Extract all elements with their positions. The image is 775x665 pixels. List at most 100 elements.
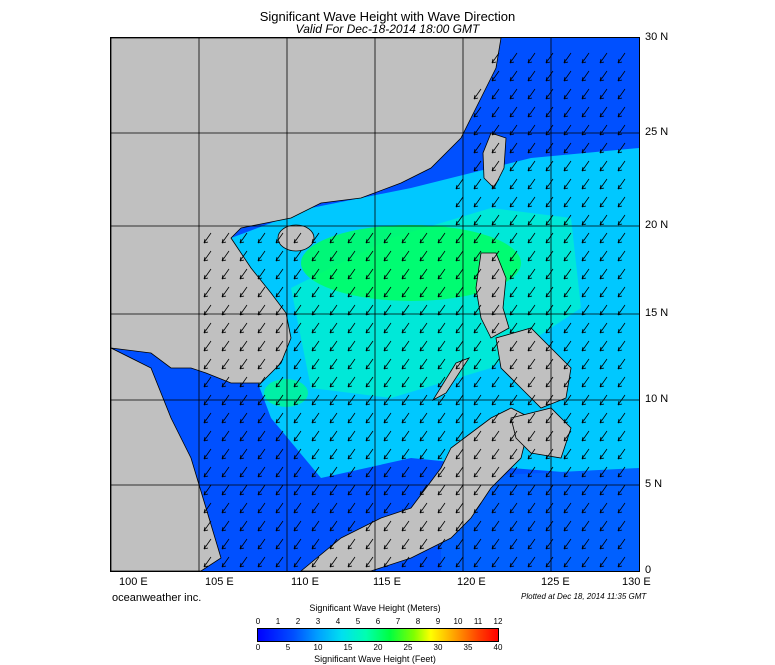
wave-arrow [419,340,428,352]
wave-arrow [311,538,320,550]
wave-arrow [455,466,464,478]
wave-arrow [599,430,608,442]
wave-arrow [257,286,266,298]
wave-arrow [545,268,554,280]
wave-arrow [221,466,230,478]
wave-arrow [473,394,482,406]
wave-arrow [473,448,482,460]
wave-arrow [293,502,302,514]
wave-arrow [473,376,482,388]
wave-arrow [617,70,626,82]
wave-arrow [239,484,248,496]
wave-arrow [365,250,374,262]
wave-arrow [563,520,572,532]
wave-arrow [581,466,590,478]
wave-arrow [599,376,608,388]
wave-arrow [383,304,392,316]
wave-arrow [365,538,374,550]
wave-arrow [455,214,464,226]
wave-arrow [365,502,374,514]
wave-arrow [545,178,554,190]
wave-arrow [221,556,230,568]
wave-arrow [509,484,518,496]
wave-arrow [365,268,374,280]
wave-arrow [437,394,446,406]
wave-arrow [491,520,500,532]
wave-arrow [419,250,428,262]
wave-arrow [221,268,230,280]
wave-arrow [491,196,500,208]
wave-arrow [311,502,320,514]
wave-arrow [581,286,590,298]
wave-arrow [311,394,320,406]
wave-arrow [419,430,428,442]
wave-arrow [527,430,536,442]
wave-arrow [527,484,536,496]
wave-arrow [617,340,626,352]
wave-arrow [437,538,446,550]
feet-tick-label: 40 [493,643,503,652]
wave-arrow [581,88,590,100]
wave-arrow [581,448,590,460]
wave-arrow [311,322,320,334]
wave-arrow [203,358,212,370]
wave-arrow [257,376,266,388]
wave-arrow [257,304,266,316]
wave-arrow [455,412,464,424]
wave-arrow [203,376,212,388]
meters-tick-label: 9 [435,617,441,626]
wave-arrow [347,484,356,496]
wave-arrow [239,304,248,316]
wave-arrow [563,304,572,316]
wave-arrow [509,412,518,424]
wave-arrow [221,322,230,334]
wave-arrow [311,286,320,298]
wave-arrow [293,556,302,568]
wave-arrow [221,232,230,244]
wave-arrow [509,214,518,226]
wave-arrow [347,268,356,280]
wave-arrow [617,142,626,154]
wave-arrow [275,304,284,316]
wave-arrow [599,88,608,100]
wave-arrow [203,520,212,532]
wave-arrow [473,322,482,334]
wave-arrow [419,358,428,370]
wave-arrow [455,322,464,334]
wave-arrow [365,430,374,442]
wave-arrow [275,286,284,298]
wave-arrow [437,484,446,496]
wave-arrow [329,502,338,514]
wave-arrow [257,430,266,442]
wave-arrow [581,250,590,262]
wave-arrow [383,448,392,460]
wave-arrow [383,286,392,298]
meters-tick-label: 10 [453,617,463,626]
lon-label-130e: 130 E [622,576,651,588]
wave-arrow [545,430,554,442]
wave-arrow [473,88,482,100]
wave-arrow [203,556,212,568]
meters-tick-label: 12 [493,617,503,626]
wave-arrow [203,538,212,550]
wave-arrow [617,250,626,262]
meters-tick-label: 7 [395,617,401,626]
wave-arrow [509,304,518,316]
wave-arrow [617,196,626,208]
wave-arrow [563,322,572,334]
wave-arrow [203,304,212,316]
wave-arrow [455,178,464,190]
wave-arrow [491,556,500,568]
wave-arrow [365,466,374,478]
wave-arrow [581,214,590,226]
wave-arrow [365,304,374,316]
wave-arrow [455,340,464,352]
wave-arrow [293,286,302,298]
wave-arrow [329,250,338,262]
wave-arrow [563,196,572,208]
wave-arrow [527,394,536,406]
wave-arrow [617,430,626,442]
wave-arrow [311,556,320,568]
wave-arrow [473,304,482,316]
wave-arrow [455,250,464,262]
